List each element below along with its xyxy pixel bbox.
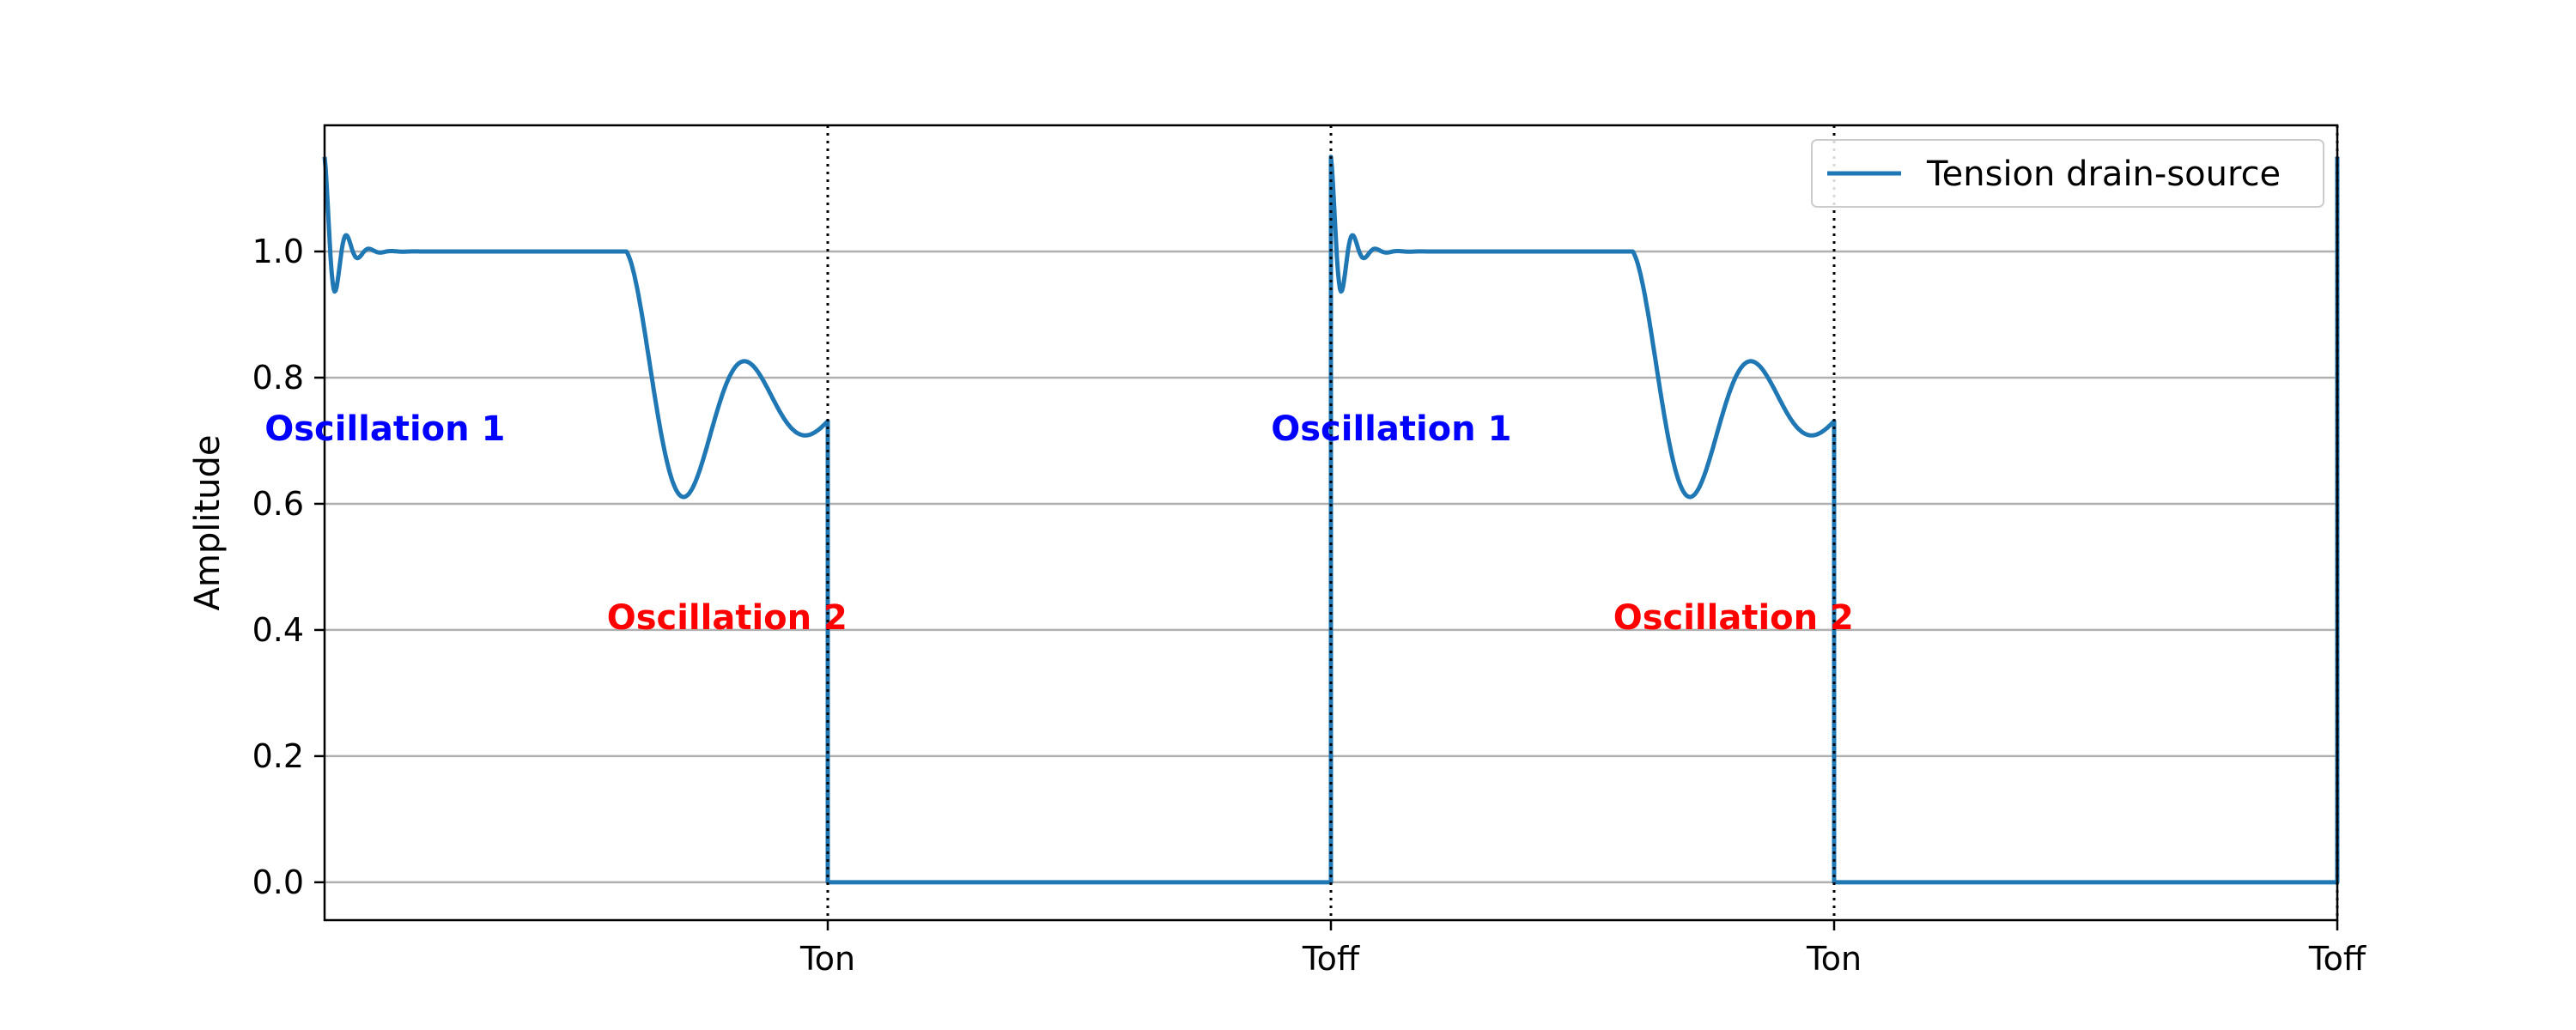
legend: Tension drain-source <box>1811 139 2324 208</box>
annotation-label: Oscillation 2 <box>1613 598 1854 638</box>
y-axis-label: Amplitude <box>188 435 228 611</box>
x-tick-label: Ton <box>1806 940 1862 978</box>
y-tick-label: 0.8 <box>252 359 304 397</box>
y-tick-label: 0.4 <box>252 611 304 649</box>
x-tick-label: Toff <box>1302 940 1360 978</box>
y-axis-ticks: 0.0 0.2 0.4 0.6 0.8 1.0 <box>252 233 325 901</box>
annotations: Oscillation 1 Oscillation 2 Oscillation 1 O… <box>264 409 1854 638</box>
annotation-label: Oscillation 1 <box>1271 409 1511 449</box>
x-tick-label: Toff <box>2308 940 2366 978</box>
y-tick-label: 0.6 <box>252 485 304 523</box>
annotation-label: Oscillation 2 <box>607 598 848 638</box>
legend-label-tension-drain-source: Tension drain-source <box>1926 154 2281 194</box>
y-tick-label: 0.0 <box>252 863 304 901</box>
legend-box <box>1811 139 2324 208</box>
y-tick-label: 0.2 <box>252 737 304 775</box>
y-tick-label: 1.0 <box>252 233 304 270</box>
annotation-label: Oscillation 1 <box>264 409 505 449</box>
x-axis-ticks: Ton Toff Ton Toff <box>799 920 2366 978</box>
x-tick-label: Ton <box>799 940 855 978</box>
